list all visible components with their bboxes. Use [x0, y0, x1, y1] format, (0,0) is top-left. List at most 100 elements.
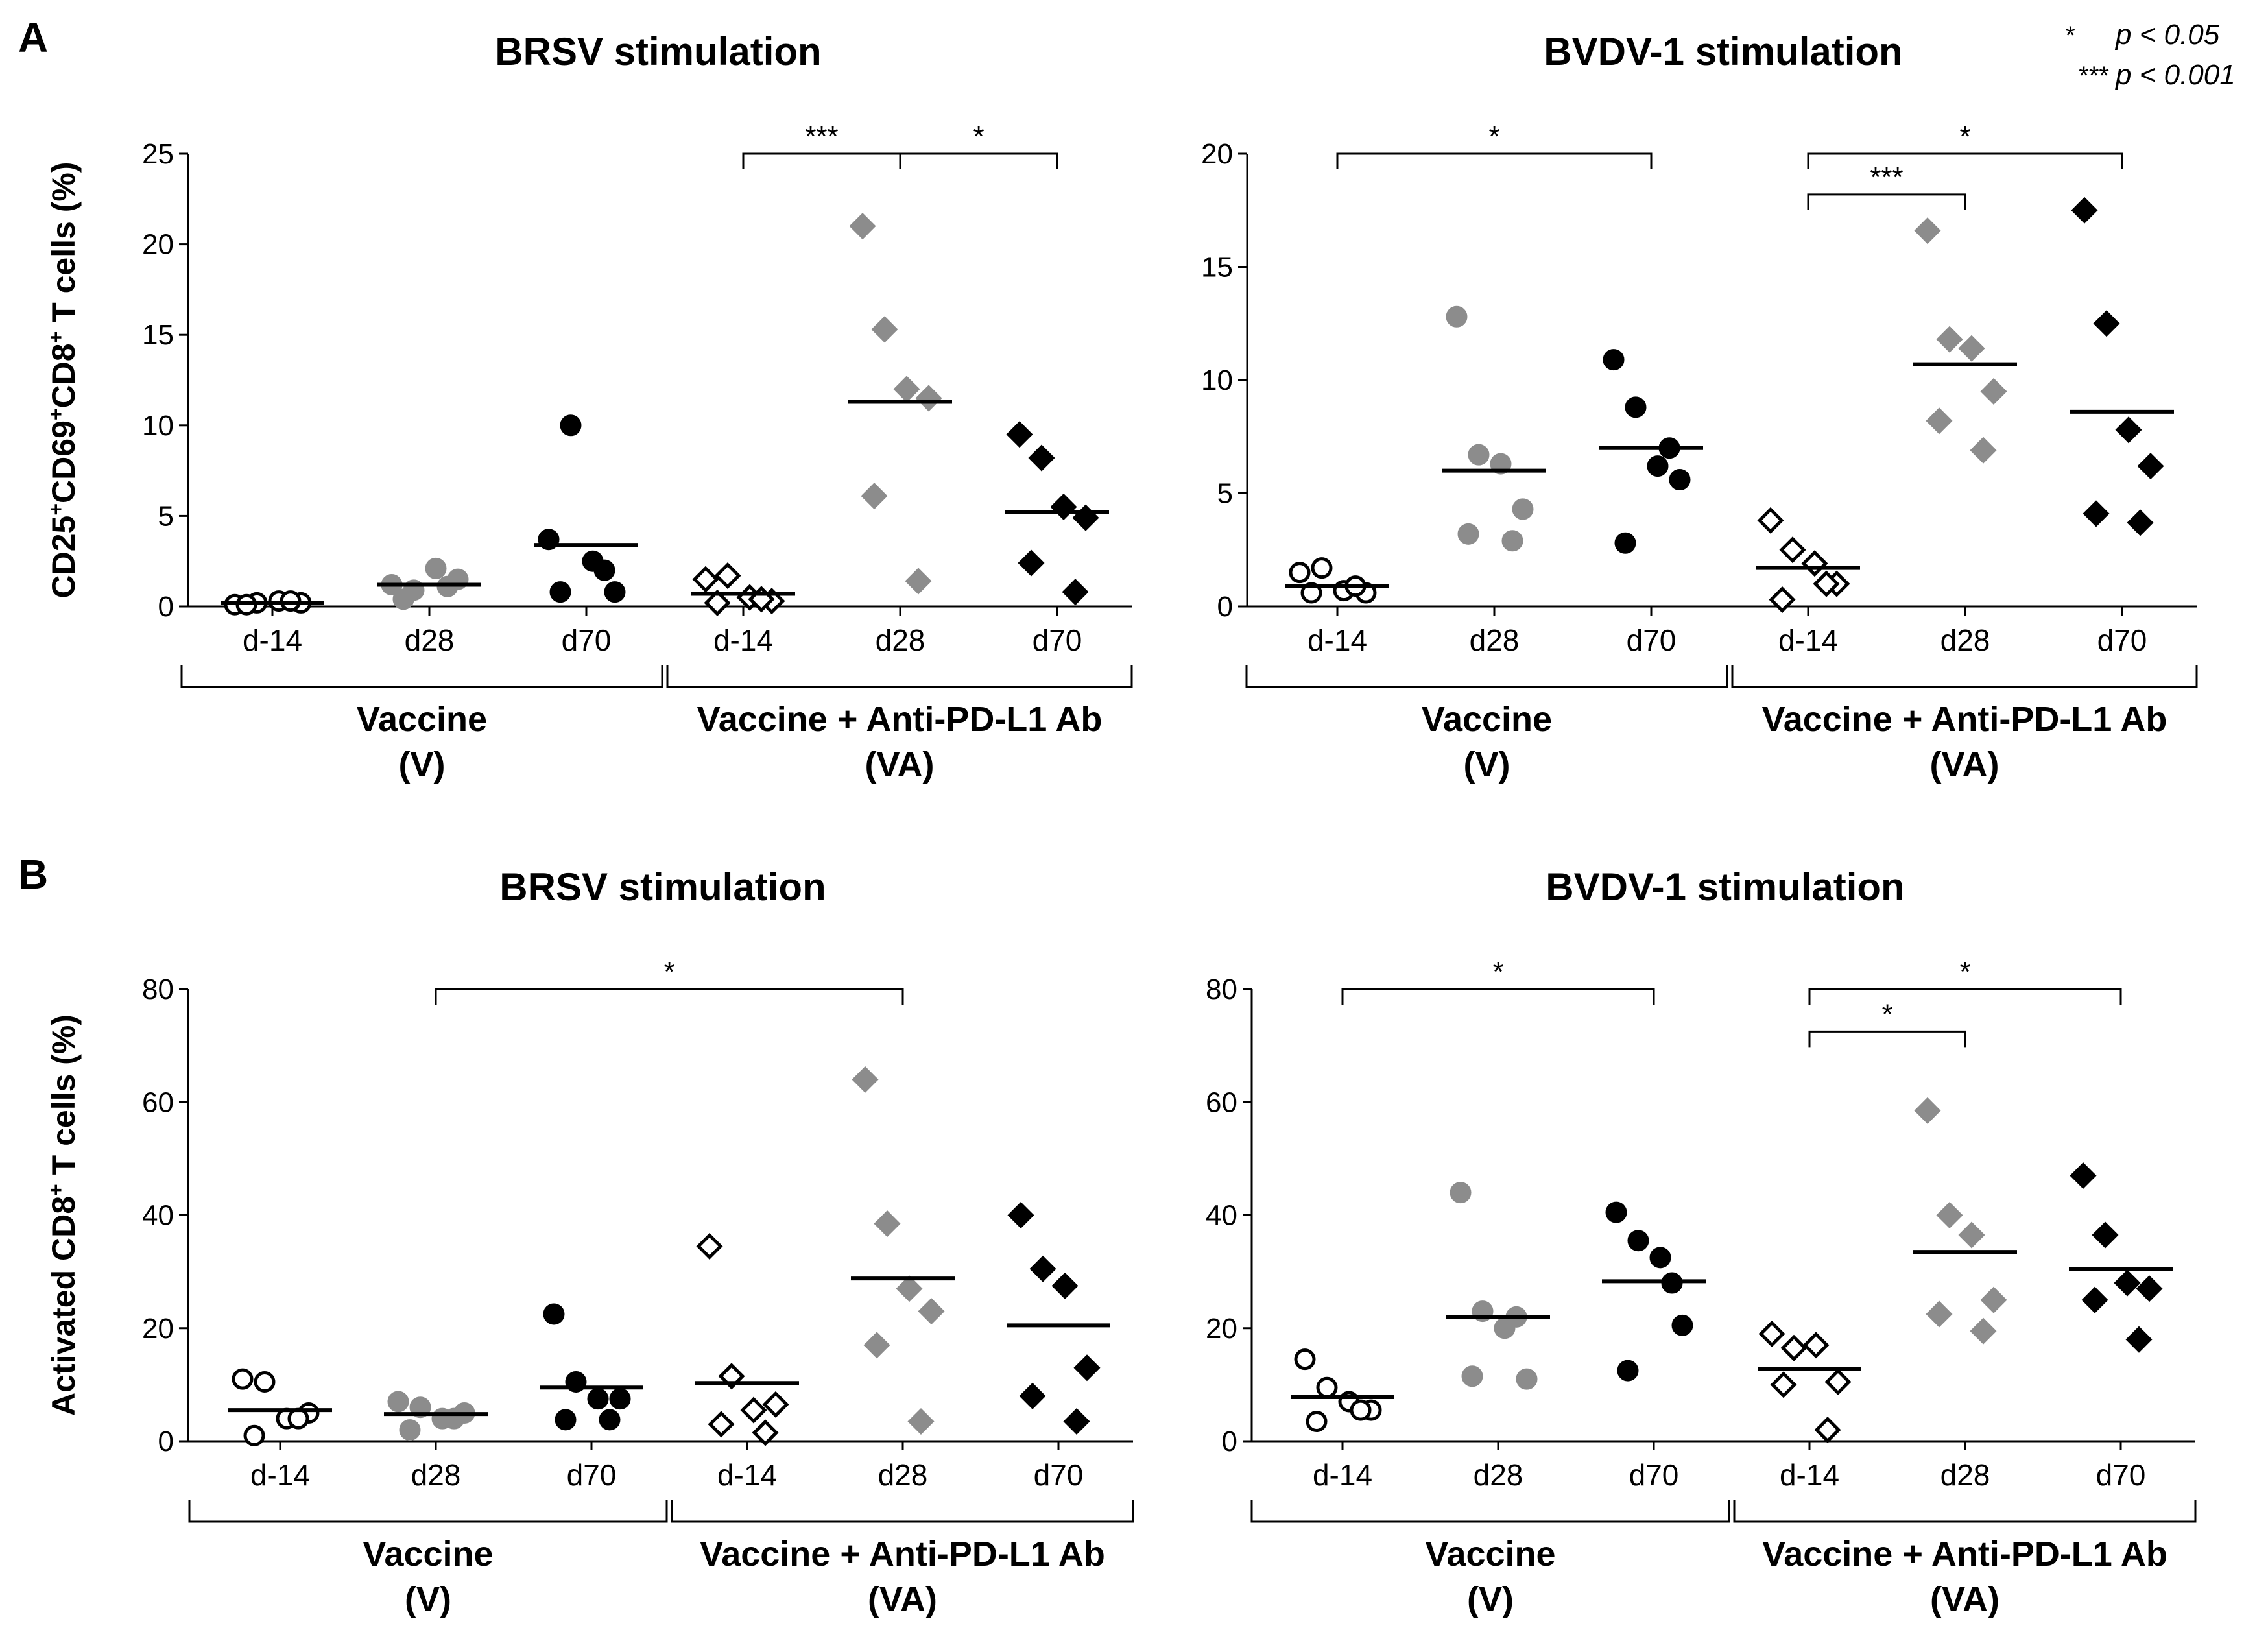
group-title: Vaccine + Anti-PD-L1 Ab [1762, 700, 2167, 739]
x-tick-label: d-14 [1313, 1458, 1372, 1492]
data-point [1625, 396, 1647, 418]
data-point [1617, 1360, 1639, 1382]
y-tick-label: 20 [142, 229, 174, 261]
x-tick-label: d70 [2097, 623, 2147, 657]
data-point [714, 562, 741, 590]
significance-bracket [1808, 988, 2122, 1005]
group-bracket [1733, 1500, 2197, 1523]
significance-label: *** [1870, 162, 1903, 193]
data-point [1516, 1368, 1538, 1390]
data-point [409, 1396, 431, 1419]
legend-mark-1: * [2065, 21, 2075, 50]
data-point [2125, 1326, 2153, 1353]
group-bracket [1731, 665, 2198, 688]
chart-title: BVDV-1 stimulation [1544, 30, 1902, 73]
y-tick-label: 0 [1217, 591, 1233, 623]
data-point [1306, 1411, 1328, 1433]
data-point [1958, 1221, 1985, 1249]
data-point [696, 1232, 723, 1260]
data-point [1512, 498, 1534, 520]
group-abbr: (V) [1467, 1580, 1514, 1619]
data-point [1311, 557, 1333, 579]
chart-title: BRSV stimulation [499, 865, 826, 909]
x-tick-label: d-14 [1778, 623, 1838, 657]
data-point [1468, 444, 1490, 466]
data-point [1294, 1348, 1316, 1371]
data-point [1779, 536, 1806, 564]
data-point [593, 559, 615, 581]
significance-label: * [1492, 956, 1503, 988]
legend-text-2: p < 0.001 [2114, 59, 2236, 91]
group-bracket [671, 1500, 1134, 1523]
group-title: Vaccine + Anti-PD-L1 Ab [697, 700, 1103, 739]
y-tick-label: 10 [142, 410, 174, 442]
y-tick-label: 20 [1206, 1313, 1237, 1345]
data-point [1936, 1201, 1963, 1229]
x-tick-label: d70 [1033, 623, 1082, 657]
data-point [2092, 1221, 2119, 1249]
data-point [863, 1332, 890, 1359]
data-point [232, 1368, 254, 1390]
significance-bracket [1336, 152, 1653, 169]
data-point [1063, 1407, 1090, 1435]
data-point [1019, 1382, 1046, 1409]
panel-label: A [18, 14, 48, 61]
data-point [1757, 507, 1784, 534]
data-point [1770, 1371, 1797, 1398]
data-point [1649, 1247, 1671, 1269]
data-point [1801, 550, 1828, 577]
data-point [1316, 1376, 1338, 1398]
significance-label: * [663, 956, 674, 988]
data-point [1289, 562, 1311, 584]
data-point [1006, 421, 1033, 448]
data-point [387, 1391, 409, 1413]
data-point [1605, 1201, 1627, 1223]
data-point [2127, 509, 2154, 536]
significance-label: * [1881, 998, 1892, 1030]
data-point [1350, 1399, 1372, 1421]
chart-title: BRSV stimulation [495, 30, 821, 73]
data-point [1028, 444, 1055, 472]
y-axis-label-part: T cells (%) [45, 162, 82, 331]
y-axis-label: Activated CD8+ T cells (%) [44, 1014, 82, 1416]
data-point [1958, 335, 1985, 362]
data-point [543, 1303, 565, 1325]
data-point [874, 1210, 901, 1238]
data-point [1062, 579, 1089, 606]
x-tick-label: d28 [411, 1458, 461, 1492]
data-point [1461, 1365, 1483, 1387]
data-point [1914, 217, 1941, 245]
x-tick-label: d70 [562, 623, 612, 657]
group-title: Vaccine + Anti-PD-L1 Ab [1762, 1535, 2167, 1574]
data-point [1300, 582, 1322, 604]
data-point [2114, 1269, 2141, 1297]
significance-bracket [742, 152, 901, 169]
significance-bracket [1808, 1030, 1966, 1048]
y-tick-label: 60 [1206, 1086, 1237, 1118]
data-point [740, 1396, 767, 1424]
y-tick-label: 0 [158, 591, 174, 623]
data-point [287, 1407, 309, 1430]
chart-A-2: BVDV-1 stimulation 0 5 10 15 20 d-14 d28 d70 d-14… [1201, 30, 2198, 784]
data-point [587, 1388, 609, 1410]
y-tick-label: 10 [1201, 365, 1233, 396]
data-point [2071, 197, 2098, 224]
y-tick-label: 60 [142, 1086, 174, 1118]
data-point [893, 376, 920, 403]
y-axis-label-part: + [44, 503, 67, 516]
x-tick-label: d28 [878, 1458, 928, 1492]
group-bracket [1245, 665, 1728, 688]
x-tick-label: d28 [405, 623, 455, 657]
data-point [1029, 1255, 1056, 1282]
data-point [1050, 493, 1077, 520]
x-tick-label: d70 [2096, 1458, 2146, 1492]
y-tick-label: 15 [1201, 252, 1233, 283]
data-point [762, 1391, 789, 1418]
data-point [1813, 570, 1840, 597]
data-point [1450, 1182, 1472, 1204]
data-point [1446, 305, 1468, 328]
chart-B-2: BVDV-1 stimulation 0 20 40 60 80 d-14 d28 d70 d-1… [1206, 865, 2197, 1619]
data-point [1457, 523, 1479, 545]
